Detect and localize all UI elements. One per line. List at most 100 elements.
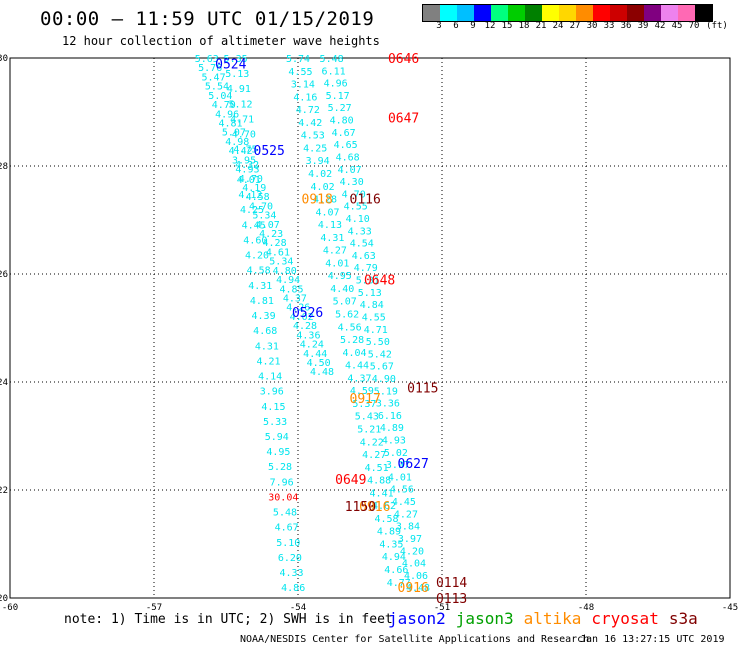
wave-height-value: 5.47 (202, 72, 226, 83)
pass-time-label: 0916 (398, 581, 429, 596)
wave-height-value: 5.02 (384, 448, 408, 459)
colorbar-swatch (440, 5, 457, 21)
wave-height-value: 4.48 (406, 583, 430, 594)
wave-height-value: 5.28 (340, 335, 364, 346)
wave-height-value: 5.28 (268, 462, 292, 473)
wave-height-value: 4.96 (324, 79, 348, 90)
wave-height-value: 4.70 (212, 100, 236, 111)
x-tick-label: -45 (722, 603, 738, 610)
wave-height-value: 4.65 (334, 140, 358, 151)
wave-height-value: 4.70 (249, 201, 273, 212)
colorbar-swatch (593, 5, 610, 21)
legend-entry: cryosat (591, 609, 659, 628)
wave-height-value: 4.71 (230, 114, 254, 125)
wave-height-value: 5.31 (356, 276, 380, 287)
generated-timestamp: Jan 16 13:27:15 UTC 2019 (580, 634, 725, 645)
pass-time-label: 0113 (436, 592, 467, 607)
wave-height-value: 4.81 (218, 118, 242, 129)
colorbar-tick-label: 42 (654, 21, 666, 31)
colorbar-tick-label: 70 (688, 21, 700, 31)
wave-height-value: 5.04 (208, 91, 232, 102)
wave-height-value: 4.45 (242, 220, 266, 231)
wave-height-value: 4.66 (384, 565, 408, 576)
wave-height-value: 5.62 (335, 310, 359, 321)
pass-time-label: 1150 (345, 500, 376, 515)
wave-height-value: 4.89 (377, 527, 401, 538)
wave-height-value: 5.12 (228, 99, 252, 110)
wave-height-value: 4.01 (237, 175, 261, 186)
colorbar-swatch (542, 5, 559, 21)
wave-height-value: 4.58 (246, 192, 270, 203)
x-tick-label: -54 (290, 603, 306, 610)
wave-height-value: 3.14 (291, 80, 315, 91)
colorbar-swatch (508, 5, 525, 21)
colorbar-swatch (661, 5, 678, 21)
wave-height-value: 4.70 (342, 189, 366, 200)
wave-height-value: 4.71 (364, 325, 388, 336)
wave-height-value: 4.21 (256, 356, 280, 367)
colorbar-swatch (644, 5, 661, 21)
page-title: 00:00 – 11:59 UTC 01/15/2019 (40, 8, 375, 30)
wave-height-value: 5.07 (222, 128, 246, 139)
pass-time-label: 0646 (388, 52, 419, 67)
wave-height-value: 4.32 (235, 160, 259, 171)
wave-height-value: 4.28 (313, 195, 337, 206)
wave-height-value: 4.24 (300, 340, 324, 351)
wave-height-value: 4.28 (293, 321, 317, 332)
x-tick-label: -48 (578, 603, 594, 610)
wave-height-value: 6.16 (378, 411, 402, 422)
colorbar-tick-label: 30 (586, 21, 598, 31)
y-tick-label: 24 (0, 378, 8, 388)
wave-height-value: 4.44 (345, 361, 369, 372)
wave-height-value: 4.45 (392, 497, 416, 508)
colorbar-unit-label: (ft) (706, 21, 728, 31)
pass-time-label: 0649 (335, 473, 366, 488)
colorbar-tick-label: 27 (569, 21, 581, 31)
wave-height-value: 4.80 (273, 266, 297, 277)
wave-height-value: 4.10 (346, 214, 370, 225)
wave-height-value: 4.20 (400, 546, 424, 557)
wave-height-value: 5.74 (286, 54, 310, 65)
wave-height-value: 4.44 (303, 349, 327, 360)
colorbar-tick-label: 36 (620, 21, 632, 31)
footnote: note: 1) Time is in UTC; 2) SWH is in fe… (64, 612, 393, 627)
wave-height-value: 5.67 (370, 362, 394, 373)
wave-height-value: 4.63 (352, 251, 376, 262)
y-tick-label: 26 (0, 270, 8, 280)
wave-height-value: 5.27 (328, 103, 352, 114)
wave-height-value: 4.51 (365, 463, 389, 474)
wave-height-value: 5.48 (320, 54, 344, 65)
wave-height-value: 4.61 (266, 247, 290, 258)
pass-time-label: 0525 (254, 144, 285, 159)
wave-height-value: 4.41 (370, 488, 394, 499)
y-tick-label: 22 (0, 486, 8, 496)
wave-height-value: 5.13 (225, 69, 249, 80)
wave-height-value: 4.06 (404, 571, 428, 582)
wave-height-value: 3.95 (232, 155, 256, 166)
wave-height-value: 4.95 (266, 447, 290, 458)
wave-height-value: 5.43 (355, 412, 379, 423)
wave-height-value: 4.77 (387, 578, 411, 589)
wave-height-value: 3.84 (396, 522, 420, 533)
y-tick-label: 28 (0, 162, 8, 172)
wave-height-value: 4.04 (402, 559, 426, 570)
wave-height-value: 4.30 (340, 177, 364, 188)
colorbar-tick-label: 9 (470, 21, 476, 31)
wave-height-value: 4.95 (328, 271, 352, 282)
wave-height-value: 4.26 (286, 303, 310, 314)
colorbar-tick-label: 24 (552, 21, 564, 31)
wave-height-value: 4.07 (338, 165, 362, 176)
wave-height-value: 4.20 (245, 251, 269, 262)
wave-height-value: 4.93 (235, 165, 259, 176)
pass-time-label: 0116 (350, 192, 381, 207)
wave-height-value: 3.94 (306, 156, 330, 167)
wave-height-value: 5.54 (205, 82, 229, 93)
wave-height-value: 4.28 (263, 238, 287, 249)
wave-height-value: 4.37 (283, 294, 307, 305)
wave-height-value: 4.15 (261, 402, 285, 413)
pass-time-label: 0918 (302, 192, 333, 207)
wave-height-value: 4.60 (243, 235, 267, 246)
wave-height-value: 3.96 (260, 387, 284, 398)
wave-height-value: 4.75 (233, 145, 257, 156)
wave-height-map: -60-57-54-51-48-452022242628305.635.765.… (0, 52, 738, 610)
